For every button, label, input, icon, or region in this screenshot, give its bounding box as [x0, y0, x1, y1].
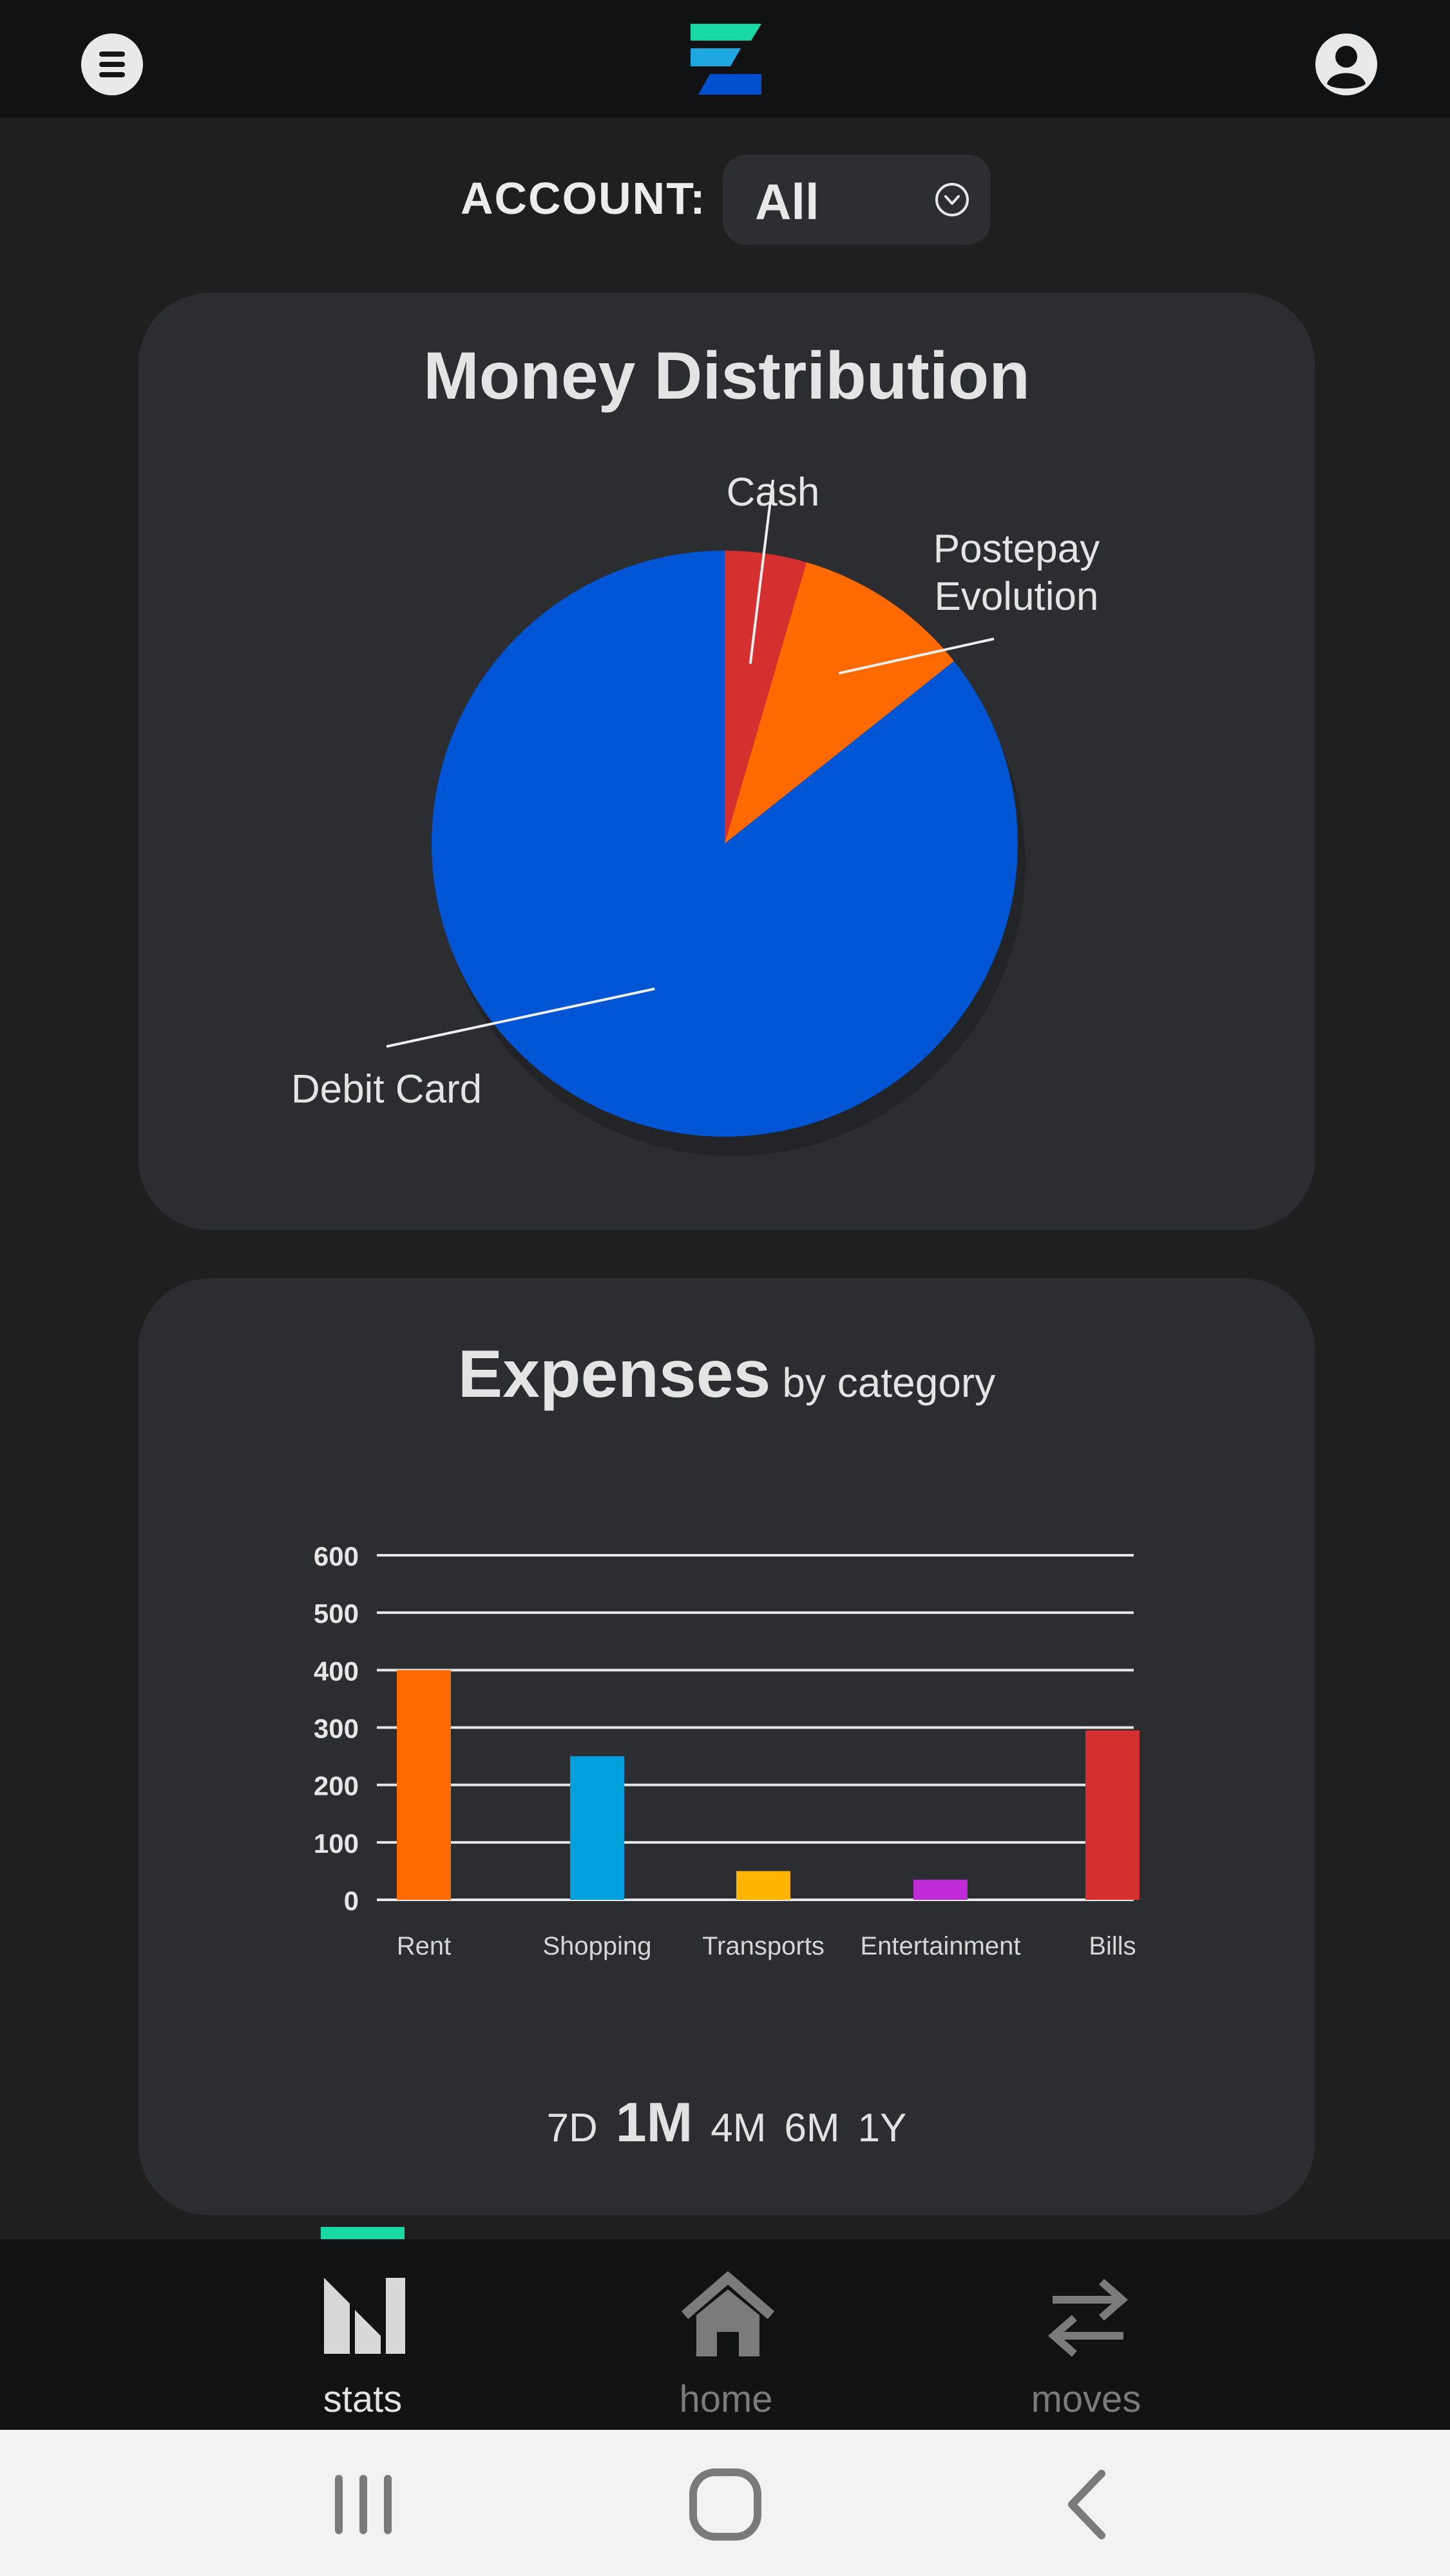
nav-label-stats: stats: [323, 2378, 403, 2420]
y-tick-label-400: 400: [314, 1656, 359, 1686]
y-tick-label-0: 0: [344, 1886, 359, 1916]
pie-slice-postepay-evolution[interactable]: [725, 562, 954, 844]
y-tick-label-300: 300: [314, 1714, 359, 1744]
back-chevron-icon[interactable]: [1062, 2467, 1113, 2542]
period-6m-button[interactable]: 6M: [784, 2106, 840, 2150]
transfer-arrows-icon: [1047, 2278, 1129, 2357]
bar-entertainment[interactable]: [913, 1879, 968, 1900]
x-tick-label-shopping: Shopping: [542, 1932, 651, 1960]
x-tick-label-rent: Rent: [397, 1932, 452, 1960]
pie-slice-debit-card[interactable]: [432, 551, 1018, 1137]
nav-item-home[interactable]: home: [629, 2265, 823, 2420]
x-tick-label-bills: Bills: [1089, 1932, 1136, 1960]
y-tick-label-600: 600: [314, 1541, 359, 1571]
period-7d-button[interactable]: 7D: [546, 2106, 598, 2150]
expenses-bar-chart: 0 100 200 300 400 500 600 Rent Shopping Transport…: [314, 1541, 1140, 1960]
pie-slice-cash[interactable]: [725, 551, 806, 844]
app-logo-z-icon[interactable]: [689, 23, 761, 95]
stats-chart-icon: [324, 2278, 405, 2354]
system-navigation-bar: [0, 2430, 1450, 2576]
pie-label-postepay-evolution: Postepay Evolution: [933, 527, 1100, 619]
app-header: [0, 0, 1450, 118]
home-icon: [681, 2271, 775, 2356]
chevron-down-circle-icon: [935, 183, 969, 216]
x-tick-label-entertainment: Entertainment: [860, 1932, 1020, 1960]
money-distribution-pie-chart: Cash Postepay Evolution Debit Card: [291, 470, 1100, 1156]
nav-item-moves[interactable]: moves: [989, 2265, 1183, 2420]
period-1m-button[interactable]: 1M: [615, 2092, 693, 2154]
pie-leader-line-postepay-evolution: [838, 638, 995, 675]
pie-leader-line-cash: [749, 479, 774, 664]
y-tick-label-100: 100: [314, 1828, 359, 1859]
bar-rent[interactable]: [397, 1670, 451, 1900]
account-selector-row: ACCOUNT: All: [0, 155, 1450, 245]
expenses-subtitle: by category: [782, 1359, 996, 1406]
bar-transports[interactable]: [736, 1871, 790, 1900]
bar-bills[interactable]: [1085, 1730, 1140, 1900]
expenses-title: Expenses by category: [138, 1336, 1315, 1413]
hamburger-menu-icon[interactable]: [81, 33, 143, 95]
active-tab-indicator: [321, 2227, 405, 2239]
nav-label-moves: moves: [1031, 2378, 1141, 2420]
pie-leader-line-debit-card: [386, 987, 655, 1048]
bar-shopping[interactable]: [570, 1756, 624, 1900]
period-4m-button[interactable]: 4M: [711, 2106, 767, 2150]
expenses-title-main: Expenses: [457, 1337, 771, 1412]
money-distribution-card: Money Distribution Cash Postepay Evolution…: [138, 293, 1315, 1230]
account-dropdown[interactable]: All: [723, 155, 991, 245]
y-tick-label-500: 500: [314, 1598, 359, 1629]
account-label: ACCOUNT:: [461, 173, 707, 223]
user-profile-icon[interactable]: [1314, 32, 1378, 97]
bottom-navigation: stats home moves: [0, 2239, 1450, 2430]
pie-label-debit-card: Debit Card: [291, 1067, 482, 1112]
money-distribution-title: Money Distribution: [423, 339, 1030, 413]
y-tick-label-200: 200: [314, 1771, 359, 1801]
home-circle-icon[interactable]: [688, 2467, 763, 2542]
nav-label-home: home: [679, 2378, 773, 2420]
x-tick-label-transports: Transports: [702, 1932, 825, 1960]
expenses-card: Expenses by category 0 100 200 300 400 500 600 R…: [138, 1278, 1315, 2215]
account-selected-value: All: [755, 173, 819, 230]
pie-label-cash: Cash: [727, 470, 820, 515]
nav-item-stats[interactable]: stats: [266, 2265, 459, 2420]
period-1y-button[interactable]: 1Y: [857, 2106, 907, 2150]
period-selector: 7D 1M 4M 6M 1Y: [138, 2091, 1315, 2155]
recent-apps-icon[interactable]: [330, 2471, 397, 2538]
